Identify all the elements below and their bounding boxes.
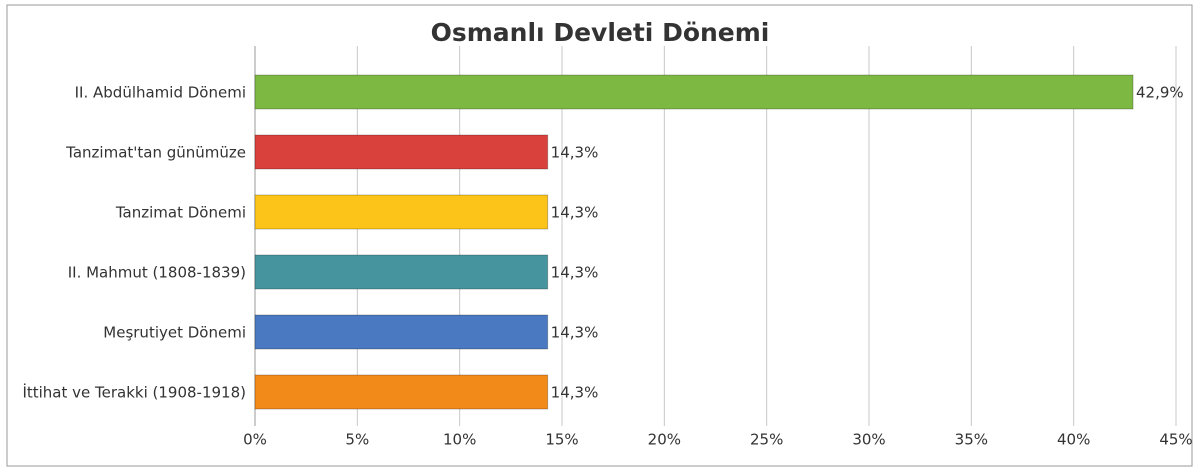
- x-tick-label: 45%: [1159, 431, 1192, 449]
- y-tick-label: Meşrutiyet Dönemi: [103, 324, 246, 342]
- bar: [254, 314, 549, 350]
- y-tick-label: Tanzimat'tan günümüze: [65, 144, 246, 162]
- bar: [254, 194, 549, 230]
- x-tick-label: 40%: [1057, 431, 1090, 449]
- x-tick-label: 10%: [443, 431, 476, 449]
- x-tick-label: 20%: [648, 431, 681, 449]
- bar: [254, 134, 549, 170]
- value-label: 14,3%: [551, 204, 599, 222]
- y-tick-label: II. Abdülhamid Dönemi: [75, 84, 246, 102]
- x-tick-label: 25%: [750, 431, 783, 449]
- value-label: 14,3%: [551, 264, 599, 282]
- x-tick-label: 0%: [243, 431, 267, 449]
- bar: [254, 254, 549, 290]
- y-tick-label: II. Mahmut (1808-1839): [68, 264, 246, 282]
- x-tick-label: 30%: [852, 431, 885, 449]
- y-tick-label: İttihat ve Terakki (1908-1918): [22, 383, 246, 402]
- x-tick-label: 35%: [955, 431, 988, 449]
- bar: [254, 374, 549, 410]
- x-tick-label: 15%: [545, 431, 578, 449]
- value-label: 14,3%: [551, 144, 599, 162]
- value-label: 42,9%: [1136, 84, 1184, 102]
- bar: [254, 74, 1134, 110]
- x-tick-label: 5%: [345, 431, 369, 449]
- chart-title: Osmanlı Devleti Dönemi: [431, 18, 770, 47]
- y-tick-label: Tanzimat Dönemi: [115, 204, 246, 222]
- value-label: 14,3%: [551, 384, 599, 402]
- value-label: 14,3%: [551, 324, 599, 342]
